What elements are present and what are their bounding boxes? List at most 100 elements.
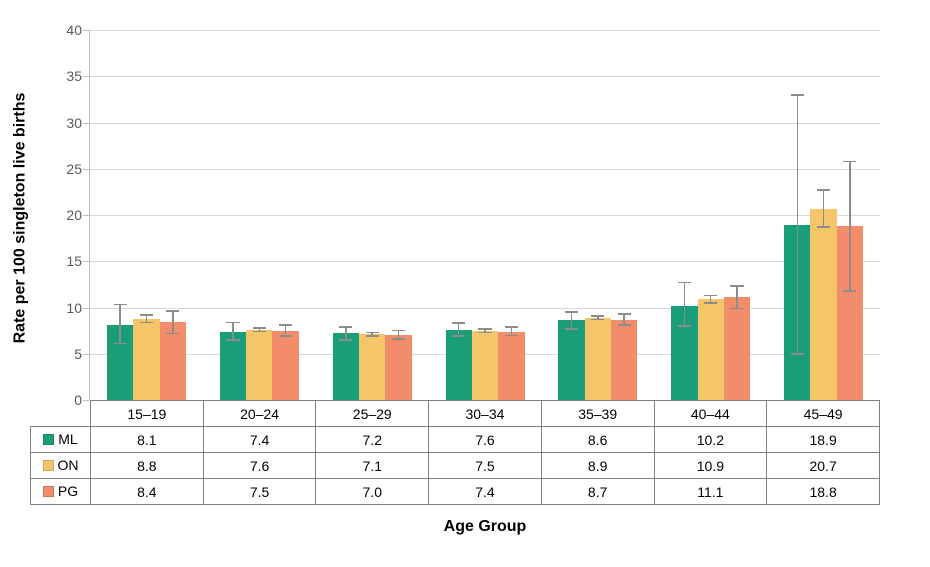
error-bar-cap	[478, 332, 491, 334]
error-bar-cap	[166, 310, 179, 312]
plot-area: 0510152025303540	[90, 30, 880, 400]
bar-groups	[90, 30, 880, 400]
table-category-cell: 35–39	[541, 401, 654, 427]
legend-swatch	[43, 460, 54, 471]
bar-on	[472, 331, 498, 400]
error-bar-cap	[565, 328, 578, 330]
bar-pg	[611, 320, 637, 400]
error-bar-cap	[339, 339, 352, 341]
table-cell: 10.9	[654, 453, 767, 479]
bar-ml	[220, 332, 246, 400]
bar-pg	[724, 297, 750, 400]
error-bar-cap	[392, 338, 405, 340]
bar-group	[316, 30, 429, 400]
table-cell: 8.9	[541, 453, 654, 479]
bar-group	[90, 30, 203, 400]
error-bar	[736, 286, 738, 308]
error-bar-cap	[505, 326, 518, 328]
x-axis-title-text: Age Group	[444, 518, 527, 535]
table-cell: 8.8	[91, 453, 204, 479]
error-bar-cap	[392, 330, 405, 332]
y-tick-label: 20	[66, 207, 90, 223]
error-bar	[458, 323, 460, 336]
legend-label: ML	[58, 431, 77, 447]
table-category-cell: 20–24	[203, 401, 316, 427]
error-bar	[232, 322, 234, 340]
chart-container: Rate per 100 singleton live births 05101…	[0, 0, 930, 567]
table-cell: 18.8	[767, 479, 880, 505]
table-cell: 11.1	[654, 479, 767, 505]
error-bar-cap	[618, 324, 631, 326]
table-cell: 8.7	[541, 479, 654, 505]
error-bar-cap	[843, 161, 856, 163]
bar-on	[359, 334, 385, 400]
table-category-cell: 45–49	[767, 401, 880, 427]
y-tick-label: 30	[66, 115, 90, 131]
error-bar-cap	[279, 324, 292, 326]
error-bar	[172, 311, 174, 333]
error-bar-cap	[505, 335, 518, 337]
error-bar-cap	[678, 282, 691, 284]
legend-label: ON	[58, 457, 79, 473]
bar-pg	[272, 331, 298, 400]
bar-on	[810, 209, 836, 400]
error-bar-cap	[704, 295, 717, 297]
error-bar-cap	[452, 335, 465, 337]
table-row-categories: 15–1920–2425–2930–3435–3940–4445–49	[31, 401, 880, 427]
y-tick-label: 5	[74, 346, 90, 362]
table-cell: 20.7	[767, 453, 880, 479]
table-row-header: PG	[31, 479, 91, 505]
table-cell: 7.0	[316, 479, 429, 505]
table-cell: 7.1	[316, 453, 429, 479]
x-axis-title: Age Group	[90, 518, 880, 536]
table-cell: 7.5	[429, 453, 542, 479]
error-bar-cap	[279, 335, 292, 337]
table-cell: 7.2	[316, 427, 429, 453]
table-cell: 7.6	[429, 427, 542, 453]
table-row-header: ON	[31, 453, 91, 479]
legend-label: PG	[58, 483, 78, 499]
table-cell: 7.5	[203, 479, 316, 505]
error-bar-cap	[114, 343, 127, 345]
error-bar-cap	[730, 308, 743, 310]
error-bar-cap	[591, 315, 604, 317]
bar-group	[203, 30, 316, 400]
bar-group	[541, 30, 654, 400]
error-bar-cap	[817, 226, 830, 228]
data-table: 15–1920–2425–2930–3435–3940–4445–49 ML 8.1…	[30, 400, 880, 505]
table-row: PG8.47.57.07.48.711.118.8	[31, 479, 880, 505]
table-row: ON8.87.67.17.58.910.920.7	[31, 453, 880, 479]
table-category-cell: 25–29	[316, 401, 429, 427]
table-cell: 10.2	[654, 427, 767, 453]
legend-swatch	[43, 434, 54, 445]
table-row-header: ML	[31, 427, 91, 453]
error-bar-cap	[791, 94, 804, 96]
error-bar	[684, 283, 686, 326]
bar-ml	[333, 333, 359, 400]
error-bar-cap	[140, 322, 153, 324]
error-bar	[119, 305, 121, 344]
table-cell: 7.4	[429, 479, 542, 505]
error-bar-cap	[843, 290, 856, 292]
table-category-cell: 15–19	[91, 401, 204, 427]
bar-pg	[498, 332, 524, 400]
bar-on	[246, 330, 272, 400]
error-bar-cap	[565, 311, 578, 313]
error-bar-cap	[226, 322, 239, 324]
table-cell: 8.6	[541, 427, 654, 453]
error-bar-cap	[678, 325, 691, 327]
error-bar-cap	[704, 302, 717, 304]
bar-ml	[446, 330, 472, 400]
bar-on	[585, 318, 611, 400]
plot-inner: 0510152025303540	[90, 30, 880, 400]
bar-on	[698, 299, 724, 400]
y-tick-label: 40	[66, 22, 90, 38]
table-cell: 8.1	[91, 427, 204, 453]
error-bar-cap	[591, 319, 604, 321]
bar-on	[133, 319, 159, 400]
error-bar-cap	[114, 304, 127, 306]
error-bar-cap	[478, 328, 491, 330]
error-bar-cap	[253, 327, 266, 329]
bar-group	[654, 30, 767, 400]
error-bar	[797, 95, 799, 354]
